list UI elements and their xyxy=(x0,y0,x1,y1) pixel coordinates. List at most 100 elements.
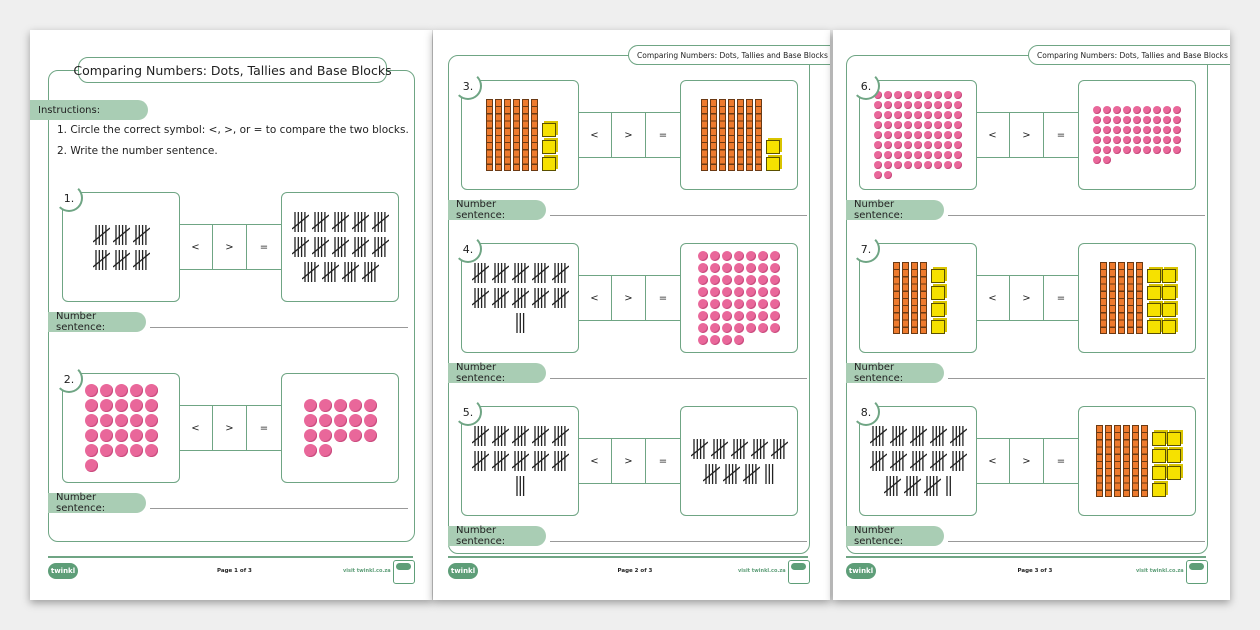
greater-than-option[interactable]: > xyxy=(1010,276,1044,320)
dot xyxy=(1153,126,1161,134)
greater-than-option[interactable]: > xyxy=(213,406,247,450)
dot xyxy=(734,299,744,309)
dot xyxy=(99,399,113,412)
base-ten-blocks xyxy=(700,99,780,171)
dot xyxy=(698,323,708,333)
greater-than-option[interactable]: > xyxy=(1010,113,1044,157)
dot xyxy=(934,111,942,119)
dot xyxy=(1173,126,1181,134)
tally-group xyxy=(321,262,339,282)
dot xyxy=(144,384,158,397)
ones-cube xyxy=(1151,483,1166,497)
dot xyxy=(924,91,932,99)
dot xyxy=(894,131,902,139)
base-ten-blocks xyxy=(1095,425,1181,497)
equals-option[interactable]: = xyxy=(1056,292,1066,304)
equals-option[interactable]: = xyxy=(658,129,668,141)
visit-link[interactable]: visit twinkl.co.za xyxy=(1136,568,1184,574)
less-than-option[interactable]: < xyxy=(578,113,612,157)
dot xyxy=(954,151,962,159)
dot xyxy=(904,121,912,129)
number-sentence-answer-line[interactable] xyxy=(550,378,807,379)
visit-link[interactable]: visit twinkl.co.za xyxy=(738,568,786,574)
tally-group xyxy=(351,212,369,232)
dot xyxy=(1103,156,1111,164)
dot xyxy=(144,444,158,457)
equals-option[interactable]: = xyxy=(658,292,668,304)
equals-option[interactable]: = xyxy=(259,422,269,434)
quality-standard-badge-icon xyxy=(1186,560,1208,584)
dot xyxy=(1163,126,1171,134)
ones-cube xyxy=(1151,432,1166,446)
ones-cubes xyxy=(1147,269,1176,334)
dot xyxy=(904,111,912,119)
ones-cube xyxy=(1151,466,1166,480)
greater-than-option[interactable]: > xyxy=(1010,439,1044,483)
dot xyxy=(1093,106,1101,114)
dot xyxy=(874,101,882,109)
less-than-option[interactable]: < xyxy=(976,276,1010,320)
dot xyxy=(944,161,952,169)
tally-group xyxy=(929,426,947,446)
less-than-option[interactable]: < xyxy=(578,439,612,483)
number-sentence-answer-line[interactable] xyxy=(550,215,807,216)
greater-than-option[interactable]: > xyxy=(612,113,646,157)
dot xyxy=(746,287,756,297)
dot xyxy=(734,323,744,333)
dot xyxy=(1103,126,1111,134)
number-sentence-answer-line[interactable] xyxy=(948,378,1205,379)
worksheet-title: Comparing Numbers: Dots, Tallies and Bas… xyxy=(1028,45,1230,65)
tens-rod xyxy=(531,99,538,171)
dot xyxy=(1093,146,1101,154)
tally-group xyxy=(291,237,309,257)
less-than-option[interactable]: < xyxy=(179,406,213,450)
quality-standard-badge-icon xyxy=(788,560,810,584)
less-than-option[interactable]: < xyxy=(179,225,213,269)
comparison-symbols: < > = xyxy=(179,405,281,451)
less-than-option[interactable]: < xyxy=(976,113,1010,157)
equals-option[interactable]: = xyxy=(259,241,269,253)
tally-group xyxy=(690,438,708,459)
dot xyxy=(1143,146,1151,154)
dot xyxy=(944,141,952,149)
dot xyxy=(934,131,942,139)
number-sentence-answer-line[interactable] xyxy=(150,327,408,328)
equals-option[interactable]: = xyxy=(658,455,668,467)
footer-divider xyxy=(48,556,413,558)
tally-group xyxy=(361,262,379,282)
question-number: 7. xyxy=(852,235,880,263)
number-sentence-label: Number sentence: xyxy=(448,199,546,221)
number-sentence-answer-line[interactable] xyxy=(150,508,408,509)
twinkl-logo: twinkl xyxy=(448,563,478,579)
number-sentence-answer-line[interactable] xyxy=(948,541,1205,542)
dot xyxy=(734,287,744,297)
less-than-option[interactable]: < xyxy=(976,439,1010,483)
number-sentence-answer-line[interactable] xyxy=(550,541,807,542)
less-than-option[interactable]: < xyxy=(578,276,612,320)
dot xyxy=(770,263,780,273)
dot xyxy=(710,251,720,261)
equals-option[interactable]: = xyxy=(1056,455,1066,467)
greater-than-option[interactable]: > xyxy=(612,439,646,483)
dot xyxy=(84,444,98,457)
dot xyxy=(884,171,892,179)
number-sentence-answer-line[interactable] xyxy=(948,215,1205,216)
question-number: 8. xyxy=(852,398,880,426)
dot xyxy=(1143,116,1151,124)
dot xyxy=(758,323,768,333)
equals-option[interactable]: = xyxy=(1056,129,1066,141)
tally-group xyxy=(551,288,569,308)
tally-group xyxy=(710,438,728,459)
dot xyxy=(894,151,902,159)
dot xyxy=(914,161,922,169)
ones-cube xyxy=(1162,303,1176,317)
visit-link[interactable]: visit twinkl.co.za xyxy=(343,568,391,574)
ones-cubes xyxy=(765,140,780,171)
dot xyxy=(758,251,768,261)
greater-than-option[interactable]: > xyxy=(213,225,247,269)
tally-group xyxy=(471,263,489,283)
greater-than-option[interactable]: > xyxy=(612,276,646,320)
tens-rod xyxy=(522,99,529,171)
dot xyxy=(1093,126,1101,134)
dot xyxy=(1123,136,1131,144)
